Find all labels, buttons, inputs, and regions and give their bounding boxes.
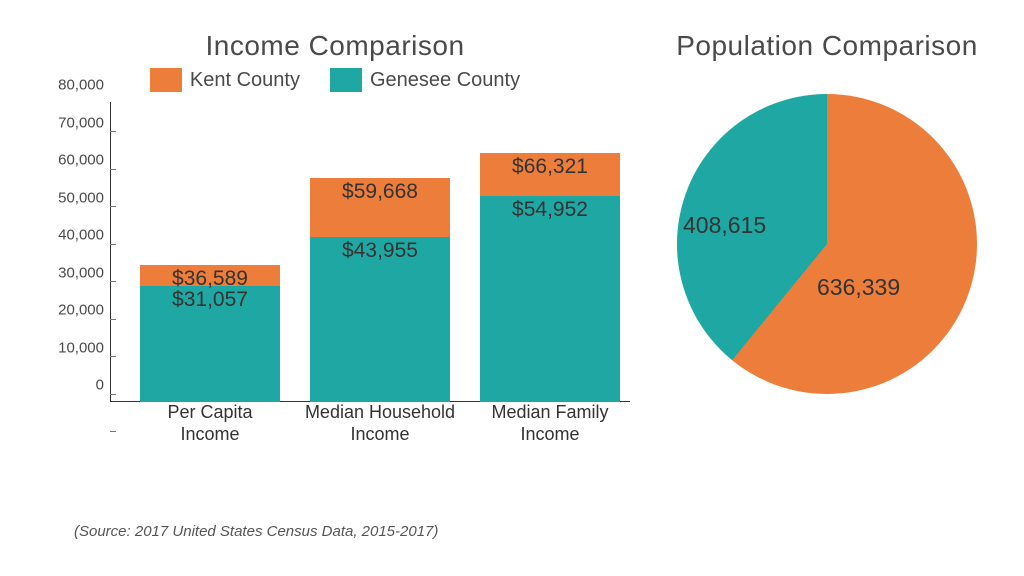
x-axis-label: Per CapitaIncome: [125, 402, 295, 445]
pie-chart-title: Population Comparison: [640, 30, 1014, 62]
legend-swatch-kent: [150, 68, 182, 92]
bar-value-label-genesee: $54,952: [480, 198, 620, 222]
source-citation: (Source: 2017 United States Census Data,…: [74, 523, 438, 540]
chart-container: Income Comparison Kent County Genesee Co…: [0, 0, 1024, 576]
y-tick-label: 0: [96, 377, 104, 394]
legend-label-genesee: Genesee County: [370, 69, 520, 92]
pie-slice-label-kent: 636,339: [817, 274, 900, 301]
pie-wrap: 408,615 636,339: [640, 94, 1014, 394]
pie-slice-label-genesee: 408,615: [683, 212, 766, 239]
legend-swatch-genesee: [330, 68, 362, 92]
y-tick-label: 10,000: [58, 339, 104, 356]
bar-value-label-kent: $59,668: [310, 180, 450, 204]
y-tick-label: 40,000: [58, 227, 104, 244]
plot-area: $36,589$31,057$59,668$43,955$66,321$54,9…: [110, 102, 630, 402]
y-tick-mark: [110, 131, 116, 132]
y-tick-mark: [110, 169, 116, 170]
y-tick-label: 50,000: [58, 189, 104, 206]
y-tick-mark: [110, 244, 116, 245]
y-tick-mark: [110, 356, 116, 357]
pie-chart-panel: Population Comparison 408,615 636,339: [640, 0, 1024, 576]
y-tick-label: 60,000: [58, 152, 104, 169]
legend-label-kent: Kent County: [190, 69, 300, 92]
x-axis-label: Median FamilyIncome: [465, 402, 635, 445]
bar-chart-panel: Income Comparison Kent County Genesee Co…: [0, 0, 640, 576]
y-tick-mark: [110, 319, 116, 320]
bar-chart-title: Income Comparison: [40, 30, 630, 62]
pie-chart: 408,615 636,339: [677, 94, 977, 394]
y-tick-mark: [110, 206, 116, 207]
legend-item-genesee: Genesee County: [330, 68, 520, 92]
y-tick-label: 30,000: [58, 264, 104, 281]
bar-value-label-genesee: $31,057: [140, 288, 280, 312]
x-axis-label: Median HouseholdIncome: [295, 402, 465, 445]
legend: Kent County Genesee County: [40, 68, 630, 92]
y-axis: 0 10,000 20,000 30,000 40,000 50,000 60,000 70,…: [50, 102, 110, 402]
legend-item-kent: Kent County: [150, 68, 300, 92]
y-tick-mark: [110, 394, 116, 395]
x-axis-labels: Per CapitaIncomeMedian HouseholdIncomeMe…: [110, 402, 630, 450]
y-tick-mark: [110, 431, 116, 432]
y-tick-label: 20,000: [58, 302, 104, 319]
bar-value-label-genesee: $43,955: [310, 239, 450, 263]
bar-chart: 0 10,000 20,000 30,000 40,000 50,000 60,000 70,…: [50, 102, 630, 432]
y-tick-label: 70,000: [58, 114, 104, 131]
bar-genesee: [480, 196, 620, 402]
bar-value-label-kent: $66,321: [480, 155, 620, 179]
y-tick-mark: [110, 281, 116, 282]
y-tick-label: 80,000: [58, 77, 104, 94]
